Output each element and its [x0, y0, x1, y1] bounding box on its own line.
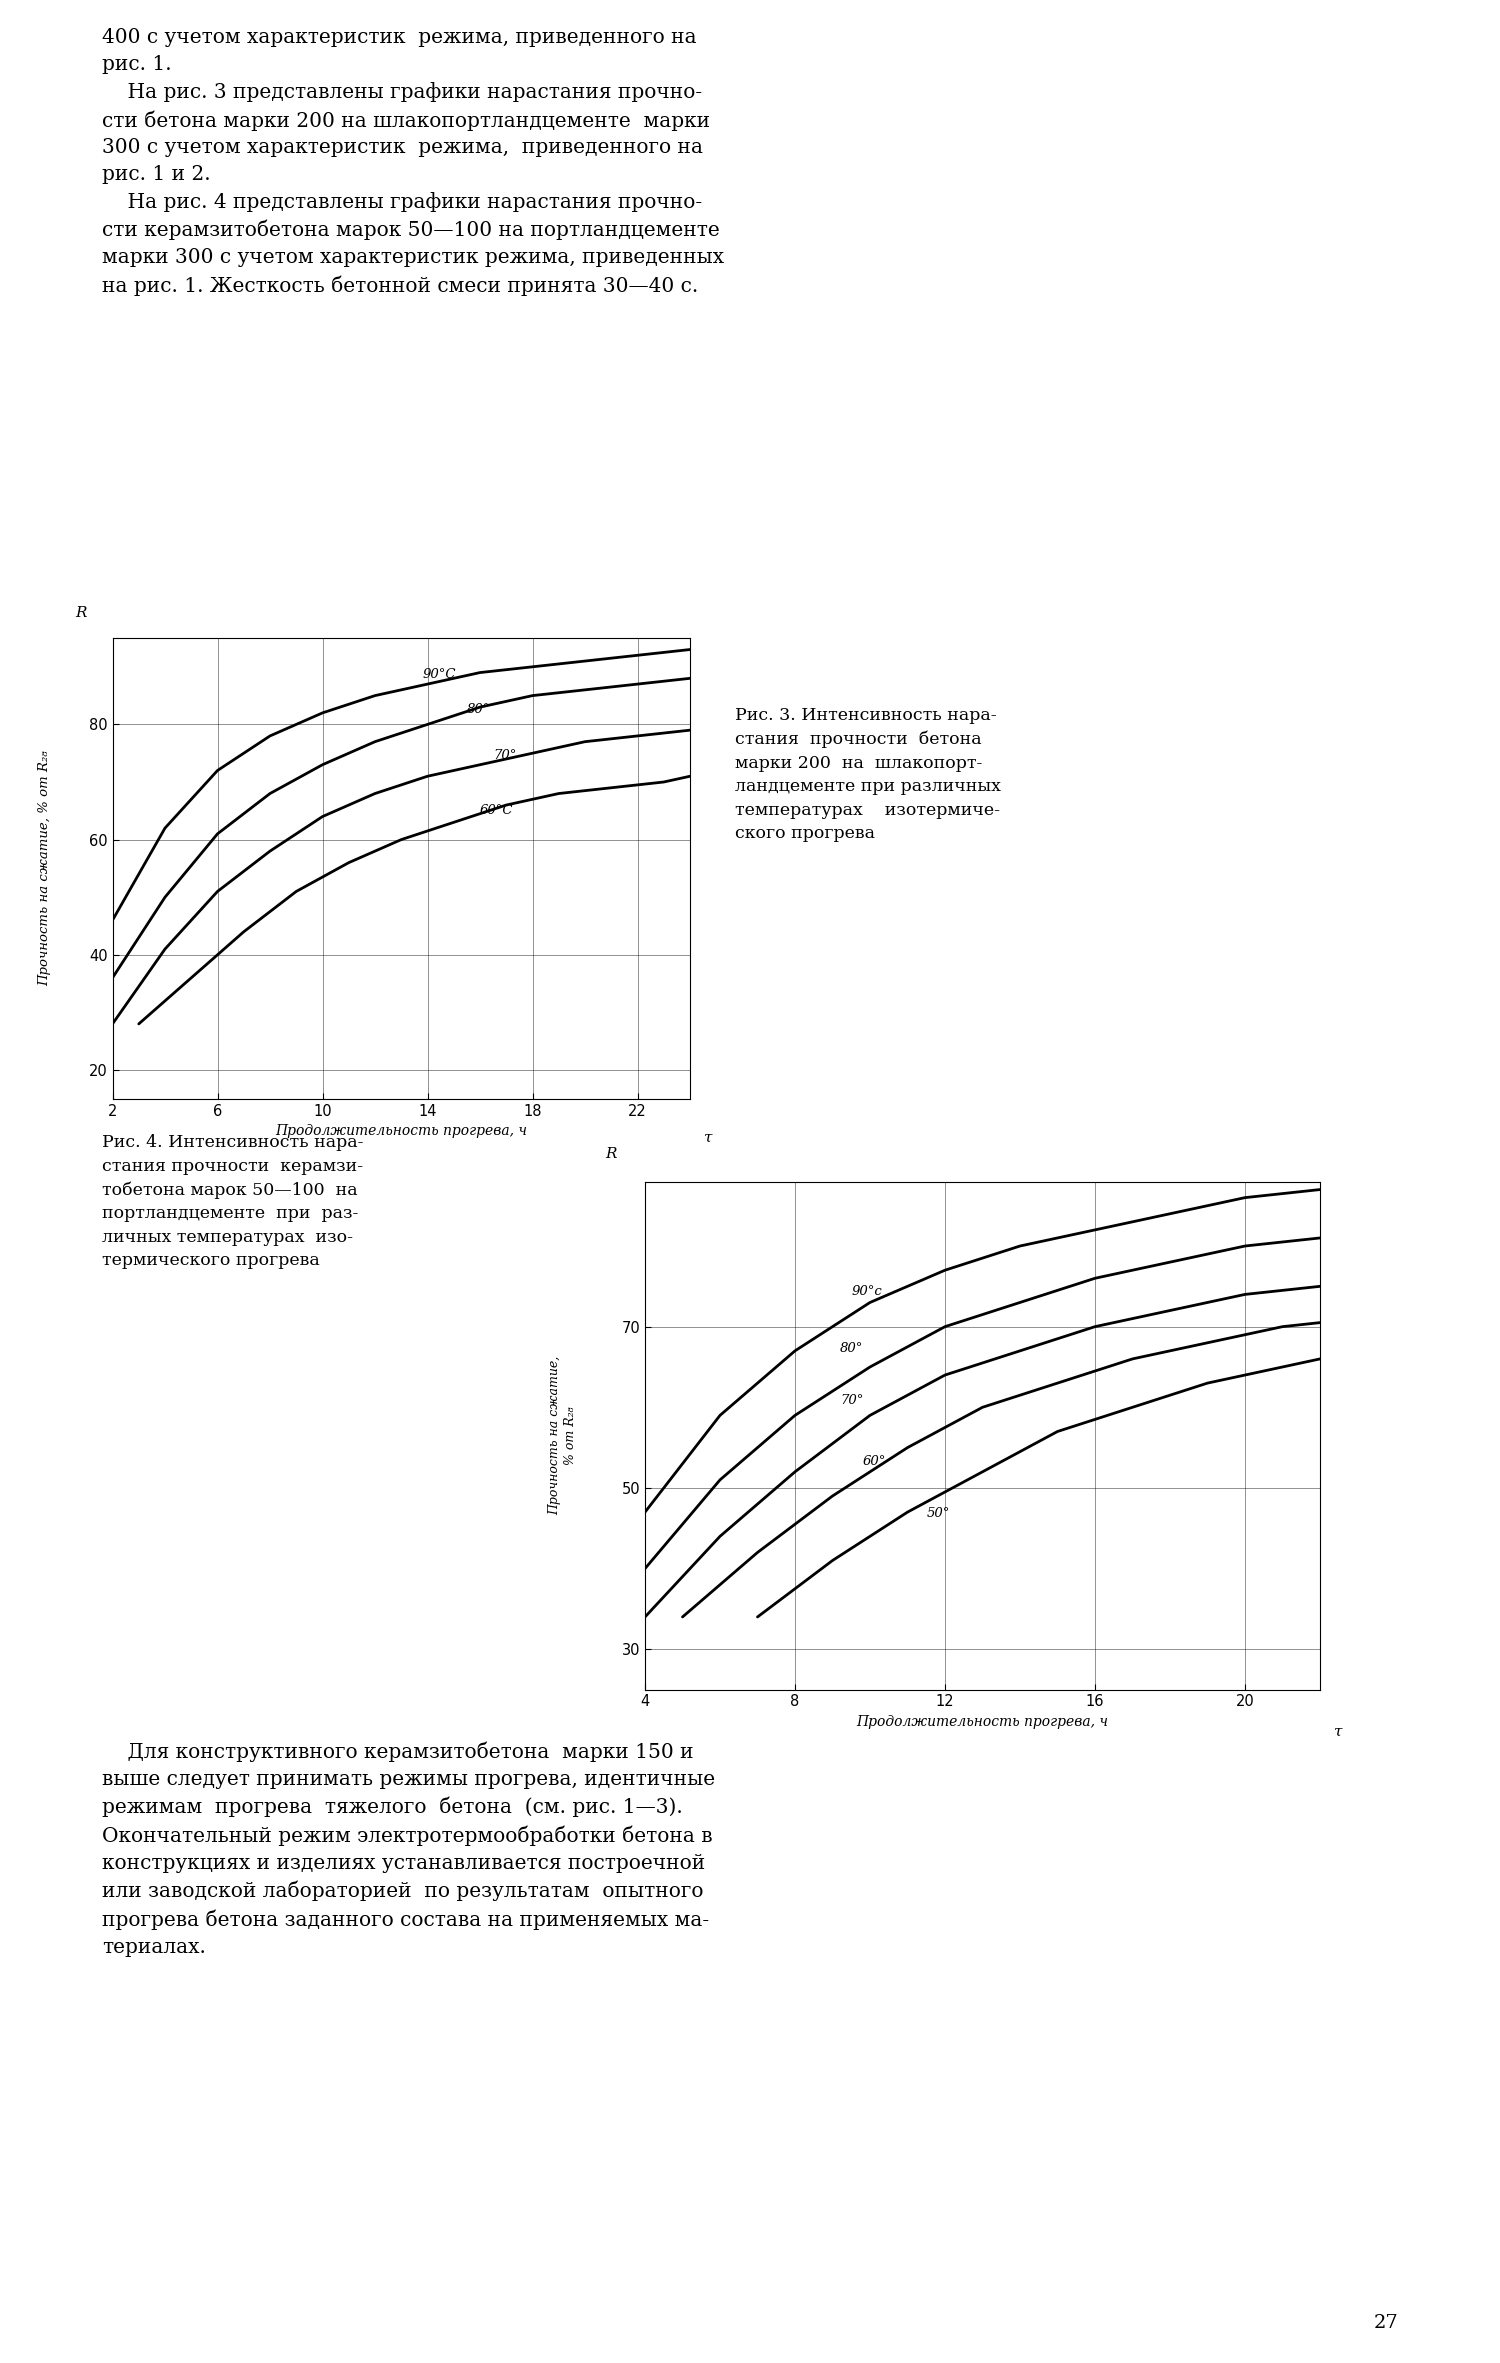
Text: τ: τ	[705, 1132, 712, 1146]
Text: Прочность на сжатие,
% от R₂₈: Прочность на сжатие, % от R₂₈	[548, 1356, 578, 1515]
Text: 70°: 70°	[840, 1394, 864, 1408]
Text: 400 с учетом характеристик  режима, приведенного на
рис. 1.
    На рис. 3 предст: 400 с учетом характеристик режима, приве…	[102, 28, 724, 295]
Text: Рис. 4. Интенсивность нара-
стания прочности  керамзи-
тобетона марок 50—100  на: Рис. 4. Интенсивность нара- стания прочн…	[102, 1134, 363, 1269]
Text: R: R	[606, 1146, 616, 1160]
X-axis label: Продолжительность прогрева, ч: Продолжительность прогрева, ч	[856, 1716, 1108, 1730]
Text: Прочность на сжатие, % от R₂₈: Прочность на сжатие, % от R₂₈	[39, 751, 51, 985]
Text: R: R	[75, 605, 87, 619]
Text: 90°c: 90°c	[852, 1285, 882, 1297]
Text: 80°: 80°	[840, 1342, 864, 1354]
Text: 90°C: 90°C	[423, 669, 456, 681]
Text: τ: τ	[1334, 1725, 1342, 1739]
X-axis label: Продолжительность прогрева, ч: Продолжительность прогрева, ч	[276, 1125, 528, 1139]
Text: 27: 27	[1374, 2313, 1398, 2332]
Text: 50°: 50°	[926, 1508, 950, 1519]
Text: Для конструктивного керамзитобетона  марки 150 и
выше следует принимать режимы п: Для конструктивного керамзитобетона марк…	[102, 1742, 716, 1957]
Text: Рис. 3. Интенсивность нара-
стания  прочности  бетона
марки 200  на  шлакопорт-
: Рис. 3. Интенсивность нара- стания прочн…	[735, 707, 1000, 841]
Text: 80°: 80°	[466, 702, 490, 716]
Text: 60°C: 60°C	[480, 803, 513, 818]
Text: 60°: 60°	[862, 1456, 886, 1467]
Text: 70°: 70°	[494, 749, 516, 761]
